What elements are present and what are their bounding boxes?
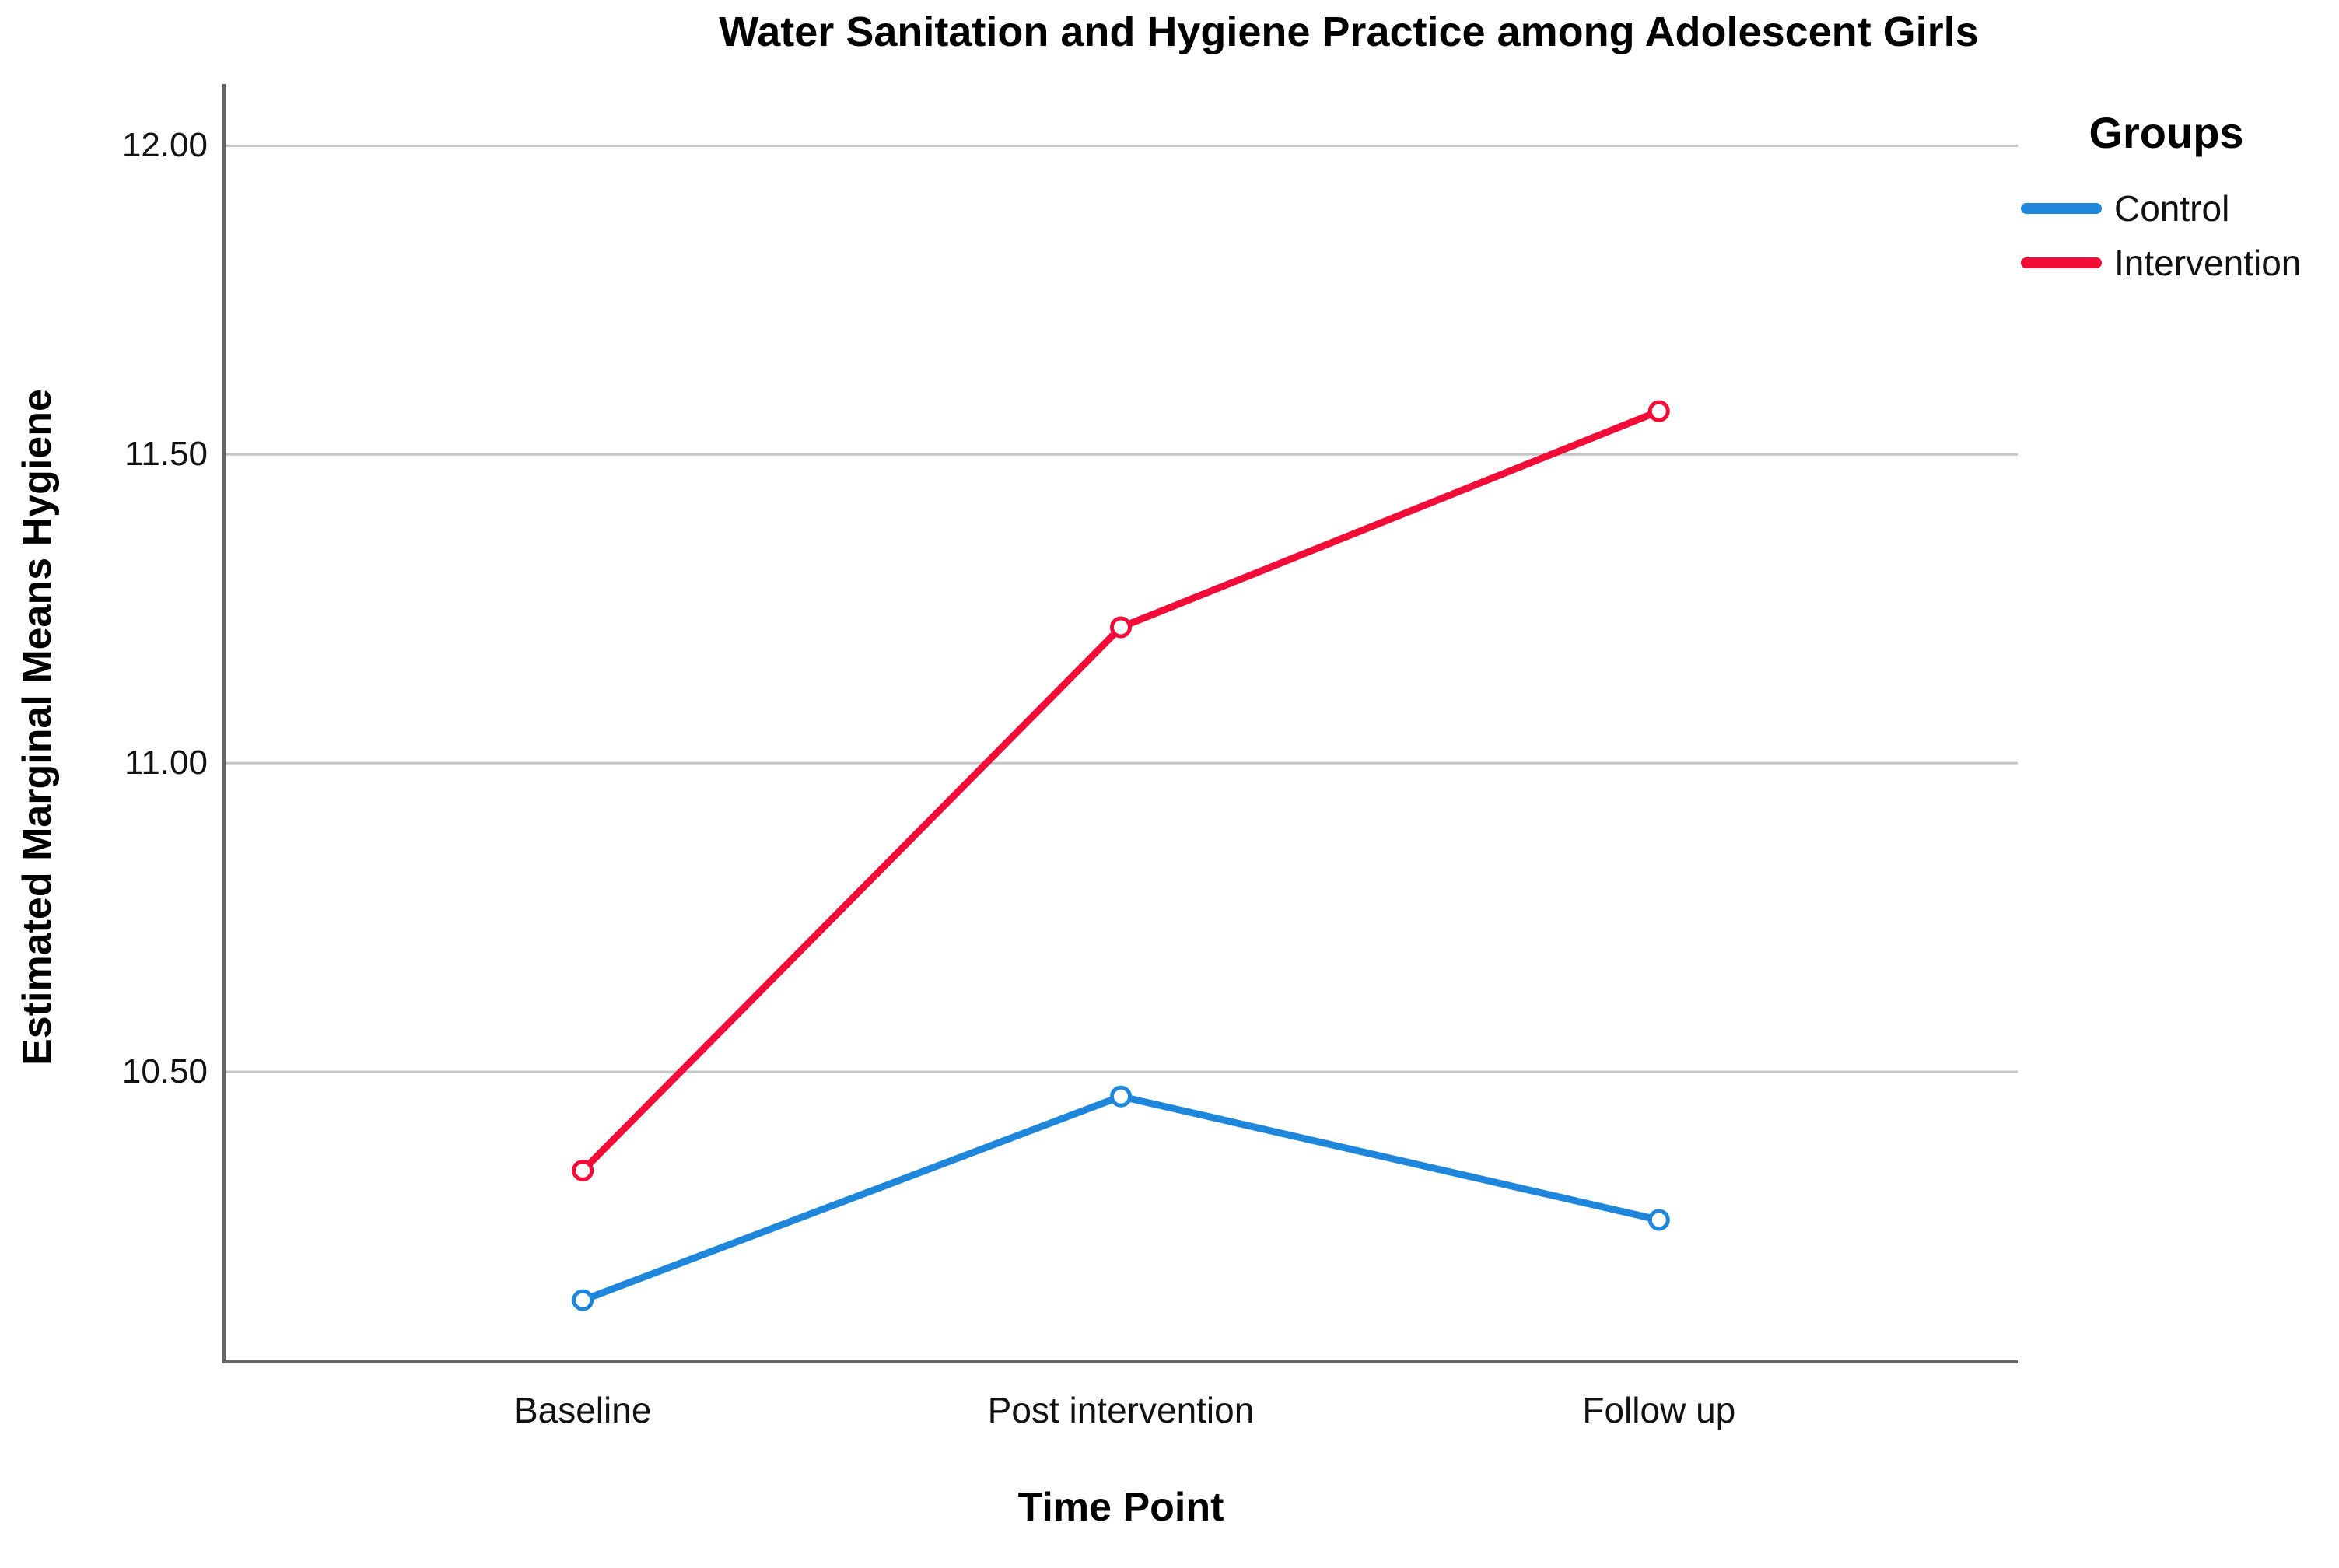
gridlines [226,144,2018,1073]
y-tick-label: 10.50 [121,1052,208,1090]
x-axis-title: Time Point [1017,1485,1224,1530]
legend-label: Intervention [2114,243,2302,283]
axis-lines [222,84,2018,1363]
y-tick-label: 11.00 [124,744,208,782]
intervention-line-swatch [2021,257,2102,268]
legend-item-intervention: Intervention [2021,241,2301,285]
legend-item-control: Control [2021,187,2229,230]
legend-label: Control [2114,188,2230,229]
series-lines [579,408,1663,1304]
x-category-label: Follow up [1582,1390,1736,1430]
data-point-markers [572,400,1670,1311]
chart-title: Water Sanitation and Hygiene Practice am… [719,9,1979,55]
y-tick-label: 12.00 [121,126,208,165]
control-line-swatch [2021,203,2102,214]
x-category-label: Baseline [513,1390,652,1430]
legend-title: Groups [2089,108,2244,157]
x-category-label: Post intervention [987,1390,1255,1430]
y-tick-label: 11.50 [124,435,208,474]
